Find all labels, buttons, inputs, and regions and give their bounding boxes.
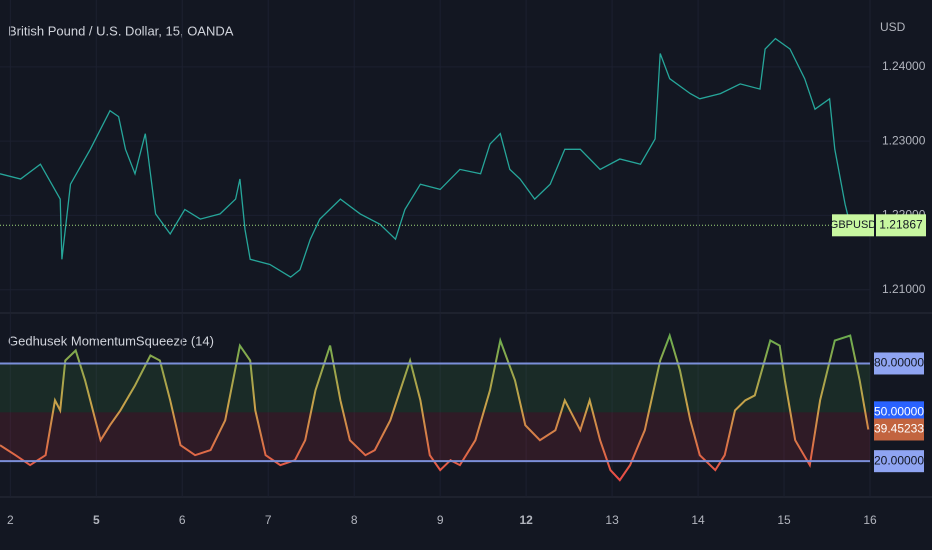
level-label-box bbox=[874, 401, 924, 424]
current-value-label: 39.45233 bbox=[874, 422, 924, 436]
indicator-title: Gedhusek MomentumSqueeze (14) bbox=[8, 333, 214, 348]
x-tick-label: 5 bbox=[93, 513, 100, 527]
last-price-box bbox=[876, 214, 926, 237]
x-tick-label: 2 bbox=[7, 513, 14, 527]
y-tick-label: 20.00000 bbox=[874, 453, 924, 467]
x-tick-label: 8 bbox=[351, 513, 358, 527]
level-band bbox=[0, 412, 870, 462]
x-tick-label: 7 bbox=[265, 513, 272, 527]
y-tick-label: 1.24000 bbox=[882, 59, 926, 73]
symbol-label-box bbox=[832, 214, 874, 237]
chart-title: British Pound / U.S. Dollar, 15, OANDA bbox=[8, 23, 234, 38]
y-tick-label: 1.23000 bbox=[882, 133, 926, 147]
oscillator-line bbox=[0, 332, 870, 482]
y-tick-label: 50.00000 bbox=[874, 404, 924, 418]
y-tick-label: 1.21000 bbox=[882, 282, 926, 296]
level-label-box bbox=[874, 450, 924, 473]
y-axis-label: USD bbox=[880, 20, 906, 34]
x-tick-label: 9 bbox=[437, 513, 444, 527]
x-tick-label: 16 bbox=[863, 513, 877, 527]
x-tick-label: 12 bbox=[519, 513, 533, 527]
level-band bbox=[0, 363, 870, 413]
x-tick-label: 6 bbox=[179, 513, 186, 527]
x-tick-label: 15 bbox=[777, 513, 791, 527]
x-tick-label: 13 bbox=[605, 513, 619, 527]
level-label-box bbox=[874, 352, 924, 375]
y-tick-label: 80.00000 bbox=[874, 356, 924, 370]
price-line bbox=[0, 37, 851, 278]
x-tick-label: 14 bbox=[691, 513, 705, 527]
current-value-box bbox=[874, 418, 924, 441]
symbol-label: GBPUSD bbox=[830, 219, 877, 231]
last-price-label: 1.21867 bbox=[879, 217, 923, 231]
